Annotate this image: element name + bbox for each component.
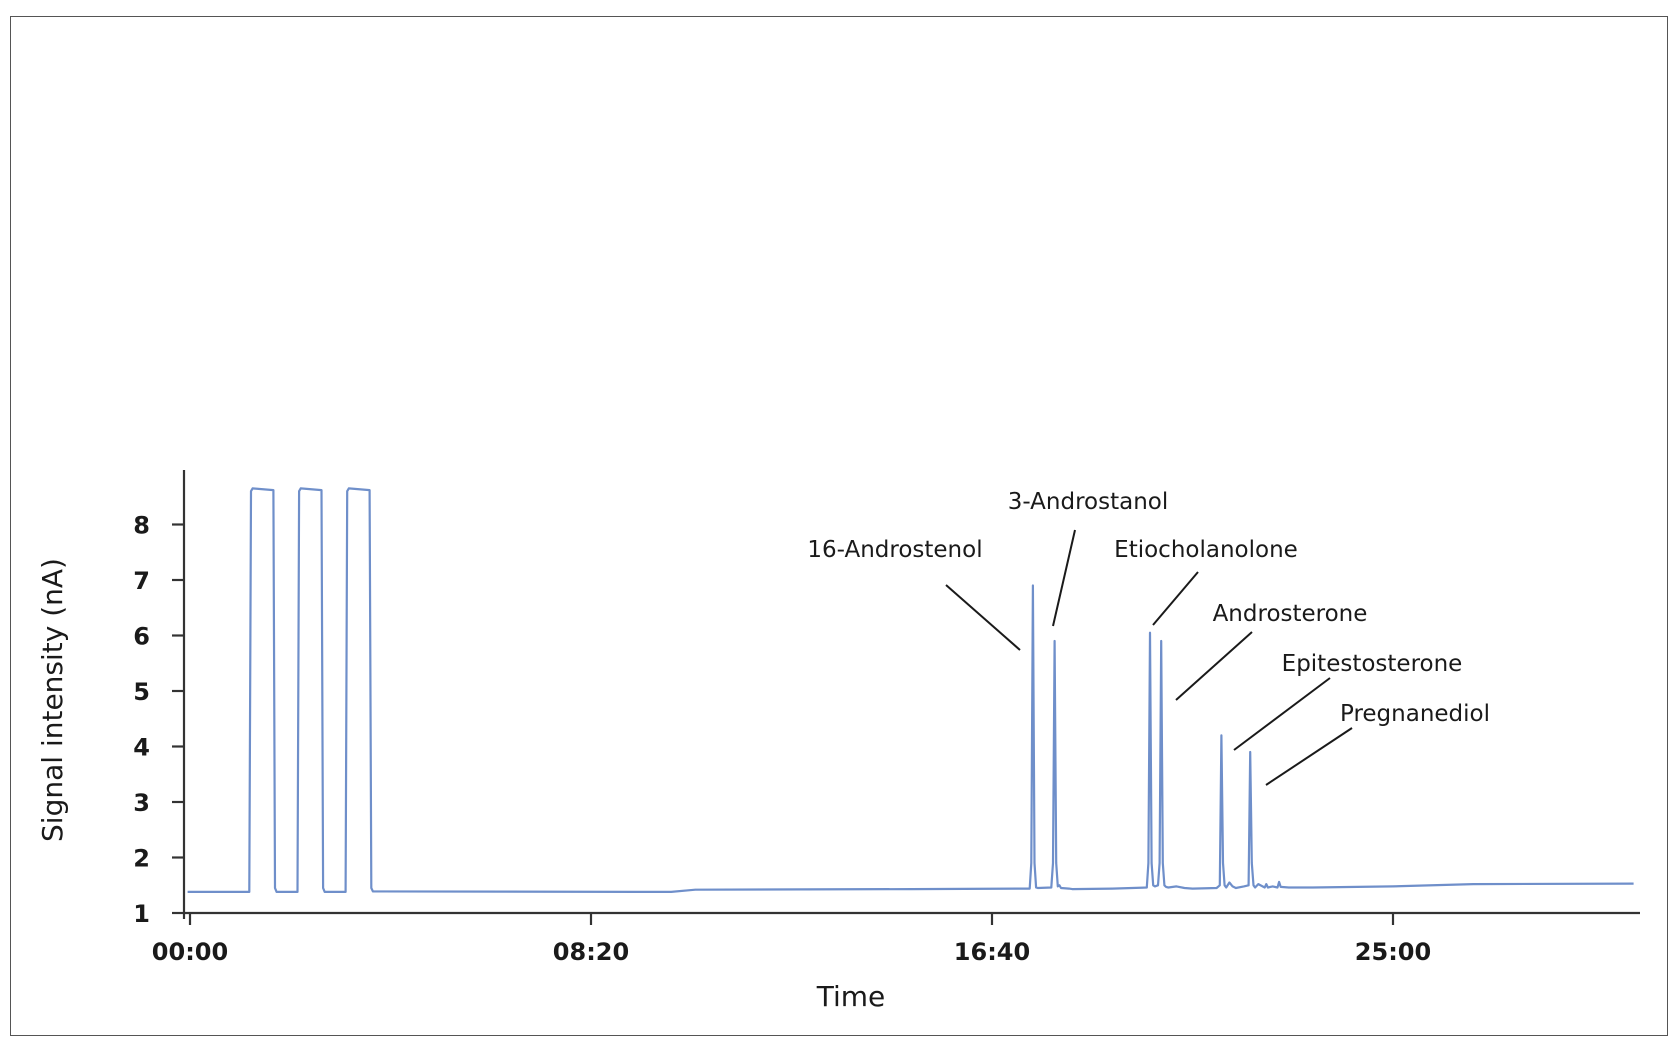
y-tick-label: 1: [133, 900, 150, 928]
peak-label: Epitestosterone: [1282, 651, 1463, 677]
series-layer: [187, 487, 1634, 893]
peak-annotations: 16-Androstenol 3-Androstanol Etiocholanolo…: [807, 489, 1490, 786]
x-tick-label: 25:00: [1355, 938, 1431, 966]
peak-label: 3-Androstanol: [1008, 489, 1169, 515]
x-axis-title: Time: [816, 980, 886, 1013]
peak-leader-line: [945, 584, 1021, 651]
y-tick-label: 5: [133, 678, 150, 706]
peak-leader-line: [1052, 529, 1076, 627]
y-tick-label: 3: [133, 789, 150, 817]
peak-leader-line: [1175, 631, 1253, 701]
peak-label: 16-Androstenol: [807, 537, 982, 563]
peak-leader-line: [1265, 727, 1353, 786]
peak-label: Androsterone: [1213, 601, 1368, 627]
x-tick-label: 08:20: [553, 938, 629, 966]
y-tick-label: 7: [133, 567, 150, 595]
y-axis-title: Signal intensity (nA): [36, 558, 69, 842]
x-tick-label: 16:40: [954, 938, 1030, 966]
y-tick-label: 4: [133, 734, 150, 762]
peak-leader-line: [1152, 571, 1199, 626]
x-tick-label: 00:00: [152, 938, 228, 966]
peak-label: Etiocholanolone: [1114, 537, 1298, 563]
y-tick-label: 2: [133, 845, 150, 873]
peak-leader-line: [1233, 677, 1331, 751]
y-tick-label: 6: [133, 623, 150, 651]
signal-trace-line: [187, 487, 1634, 893]
peak-label: Pregnanediol: [1340, 701, 1490, 727]
chart-axes: 00:00 08:20 16:40 25:00 1 2 3 4 5 6 7 8: [133, 470, 1640, 966]
y-tick-label: 8: [133, 512, 150, 540]
chart-frame: [10, 16, 1668, 1036]
